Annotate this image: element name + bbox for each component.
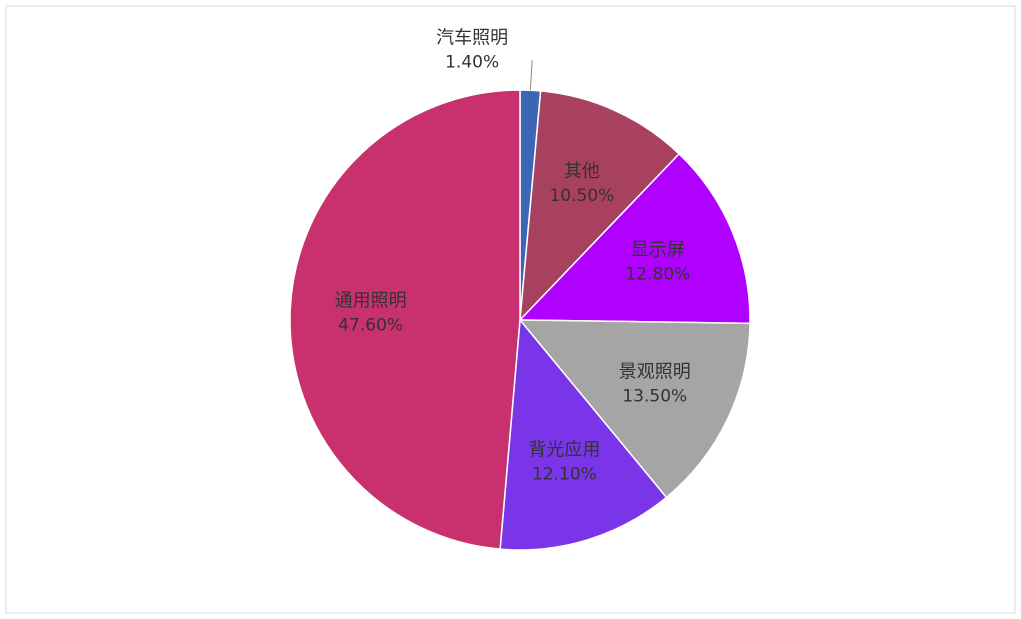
- slice-label: 显示屏: [631, 239, 685, 260]
- slice-label: 背光应用: [528, 440, 600, 461]
- pie-slice: [518, 152, 751, 325]
- pie-slice: [499, 318, 668, 551]
- leader-line: [529, 60, 533, 91]
- slice-label: 景观照明: [619, 362, 691, 383]
- slice-value: 13.50%: [622, 387, 687, 407]
- slice-value: 12.10%: [532, 465, 597, 485]
- slice-value: 10.50%: [549, 186, 614, 206]
- slice-value: 1.40%: [445, 52, 499, 72]
- pie-slice: [519, 90, 681, 323]
- slice-label: 通用照明: [335, 291, 407, 312]
- slice-value: 47.60%: [338, 316, 403, 336]
- slice-value: 12.80%: [625, 264, 690, 284]
- slice-label: 汽车照明: [436, 27, 508, 48]
- slice-label: 其他: [564, 161, 600, 182]
- pie-slice: [518, 319, 751, 499]
- pie-slice: [289, 89, 521, 550]
